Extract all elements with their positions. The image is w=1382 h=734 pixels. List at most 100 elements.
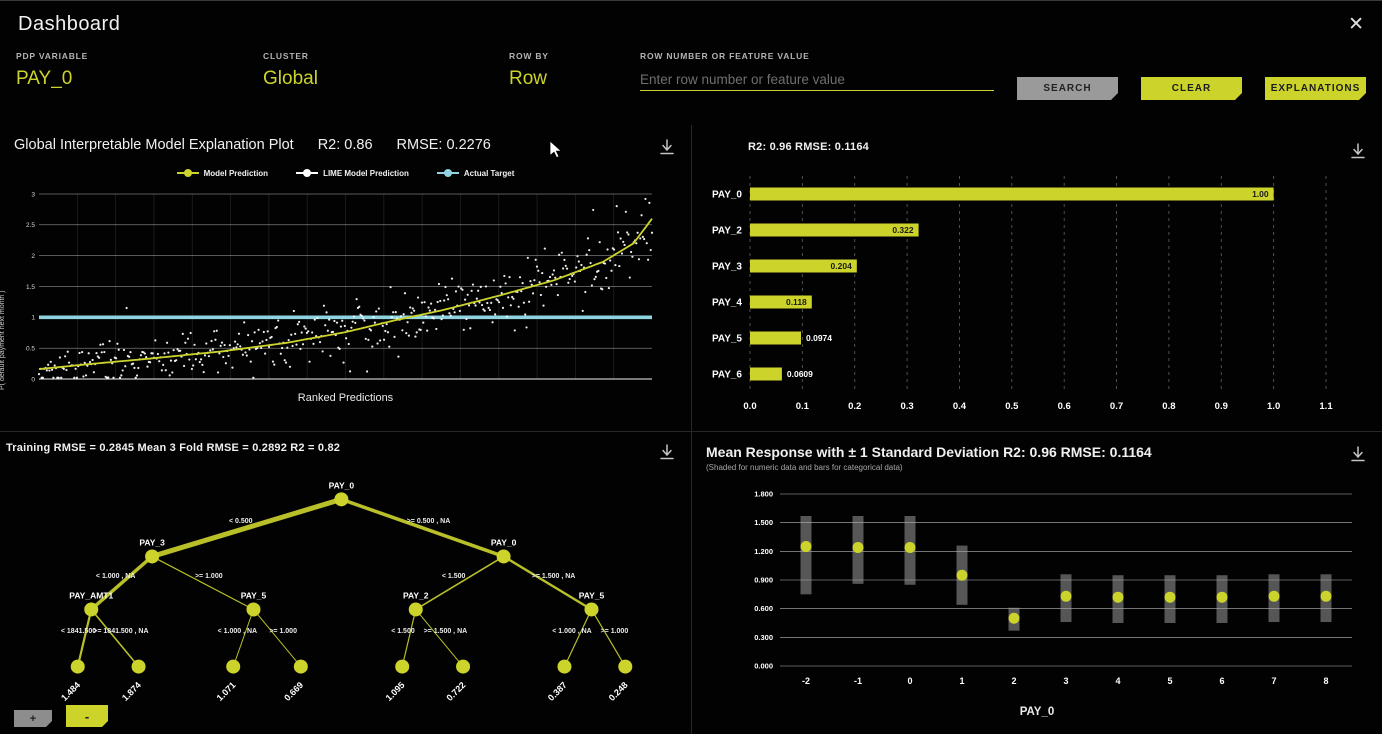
svg-text:0.722: 0.722	[444, 680, 467, 703]
svg-text:>= 1.500 , NA: >= 1.500 , NA	[532, 573, 576, 580]
download-icon[interactable]	[1348, 444, 1368, 469]
tree-node[interactable]	[496, 549, 511, 564]
row-by-label: ROW BY	[509, 51, 549, 61]
svg-text:-1: -1	[854, 676, 862, 686]
download-icon[interactable]	[657, 137, 677, 162]
clear-button[interactable]: CLEAR	[1141, 77, 1242, 100]
tree-leaf-node[interactable]	[70, 659, 85, 674]
tree-leaf-node[interactable]	[293, 659, 308, 674]
tree-leaf-node[interactable]	[557, 659, 572, 674]
varimp-bar[interactable]	[750, 331, 802, 345]
pdp-point[interactable]	[1060, 590, 1072, 602]
row-search-label: ROW NUMBER OR FEATURE VALUE	[640, 51, 810, 61]
legend-label: LIME Model Prediction	[323, 168, 409, 178]
tree-node[interactable]	[84, 602, 99, 617]
svg-text:0.204: 0.204	[831, 261, 853, 271]
svg-text:2.5: 2.5	[26, 222, 35, 229]
varimp-bar[interactable]	[750, 223, 919, 237]
svg-text:0.600: 0.600	[754, 604, 773, 613]
svg-text:0.0609: 0.0609	[787, 369, 813, 379]
svg-text:0.0: 0.0	[743, 401, 756, 412]
svg-text:0.322: 0.322	[892, 225, 914, 235]
svg-text:6: 6	[1219, 676, 1224, 686]
cluster-select[interactable]: Global	[263, 68, 318, 89]
svg-text:0.248: 0.248	[607, 680, 630, 703]
tree-chart: < 0.500 >= 0.500 , NA < 1.000 , NA >= 1.000…	[59, 480, 633, 703]
tree-node[interactable]	[145, 549, 160, 564]
svg-text:1.0: 1.0	[1267, 401, 1280, 412]
pdp-point[interactable]	[956, 569, 968, 581]
svg-text:1.095: 1.095	[384, 680, 407, 703]
toolbar: PDP VARIABLE PAY_0 CLUSTER Global ROW BY…	[0, 47, 1382, 125]
svg-text:0.000: 0.000	[754, 662, 773, 671]
pdp-variable-select[interactable]: PAY_0	[16, 68, 73, 89]
tree-leaf-node[interactable]	[131, 659, 146, 674]
svg-text:1.874: 1.874	[120, 680, 143, 703]
pdp-point[interactable]	[1164, 591, 1176, 603]
pdp-point[interactable]	[800, 541, 812, 553]
search-button[interactable]: SEARCH	[1017, 77, 1118, 100]
svg-text:0.3: 0.3	[900, 401, 913, 412]
svg-text:1: 1	[959, 676, 964, 686]
pdp-point[interactable]	[1320, 590, 1332, 602]
pdp-point[interactable]	[904, 542, 916, 554]
legend-label: Actual Target	[463, 168, 515, 178]
toolbar-buttons: SEARCH CLEAR EXPLANATIONS	[1017, 51, 1366, 100]
row-by-select[interactable]: Row	[509, 68, 548, 89]
svg-text:0.9: 0.9	[1215, 401, 1228, 412]
pdp-xlabel: PAY_0	[1019, 706, 1055, 718]
download-icon[interactable]	[657, 442, 677, 467]
row-search-input[interactable]	[640, 68, 994, 91]
tree-zoom-controls: + -	[14, 705, 108, 727]
pdp-subtitle: (Shaded for numeric data and bars for ca…	[706, 463, 903, 472]
svg-text:< 1.500: < 1.500	[391, 628, 415, 635]
tree-leaf-node[interactable]	[395, 659, 410, 674]
download-icon[interactable]	[1348, 141, 1368, 166]
zoom-in-button[interactable]: +	[14, 710, 52, 727]
legend-item[interactable]: Actual Target	[436, 166, 515, 180]
page-title: Dashboard	[18, 12, 121, 35]
varimp-bar[interactable]	[750, 187, 1274, 201]
explanations-button[interactable]: EXPLANATIONS	[1265, 77, 1366, 100]
varimp-bar[interactable]	[750, 367, 782, 381]
svg-text:0.118: 0.118	[786, 297, 807, 307]
tree-leaf-node[interactable]	[226, 659, 241, 674]
tree-node[interactable]	[408, 602, 423, 617]
tree-node[interactable]	[334, 492, 349, 507]
svg-text:0.5: 0.5	[26, 345, 35, 352]
zoom-out-button[interactable]: -	[66, 705, 108, 727]
lime-panel: Global Interpretable Model Explanation P…	[0, 125, 691, 431]
pdp-point[interactable]	[1112, 591, 1124, 603]
svg-text:0: 0	[907, 676, 912, 686]
svg-text:3: 3	[31, 191, 35, 198]
varimp-bar[interactable]	[750, 259, 857, 273]
svg-text:7: 7	[1271, 676, 1276, 686]
pdp-point[interactable]	[1216, 591, 1228, 603]
svg-text:< 0.500: < 0.500	[229, 518, 253, 525]
row-search-field: ROW NUMBER OR FEATURE VALUE	[640, 51, 994, 91]
legend-item[interactable]: LIME Model Prediction	[296, 166, 409, 180]
tree-leaf-node[interactable]	[618, 659, 633, 674]
svg-text:0.669: 0.669	[282, 680, 305, 703]
legend-marker-icon	[436, 169, 459, 178]
svg-text:0.4: 0.4	[953, 401, 967, 412]
lime-ylabel: P( default payment next month )	[0, 290, 6, 390]
svg-text:< 1841.500: < 1841.500	[61, 628, 96, 635]
tree-node[interactable]	[246, 602, 261, 617]
pdp-point[interactable]	[852, 542, 864, 554]
titlebar: Dashboard ✕	[0, 1, 1382, 47]
legend-item[interactable]: Model Prediction	[176, 166, 268, 180]
svg-text:>= 1.000: >= 1.000	[601, 628, 629, 635]
svg-text:2: 2	[1011, 676, 1016, 686]
svg-text:1.800: 1.800	[754, 490, 773, 499]
svg-text:0.7: 0.7	[1110, 401, 1123, 412]
svg-text:4: 4	[1115, 676, 1120, 686]
varimp-bar[interactable]	[750, 295, 812, 309]
tree-leaf-node[interactable]	[456, 659, 471, 674]
svg-text:< 1.500: < 1.500	[442, 573, 466, 580]
pdp-point[interactable]	[1008, 612, 1020, 624]
svg-text:0.8: 0.8	[1162, 401, 1175, 412]
tree-node[interactable]	[584, 602, 599, 617]
close-icon[interactable]: ✕	[1348, 13, 1364, 35]
pdp-point[interactable]	[1268, 590, 1280, 602]
